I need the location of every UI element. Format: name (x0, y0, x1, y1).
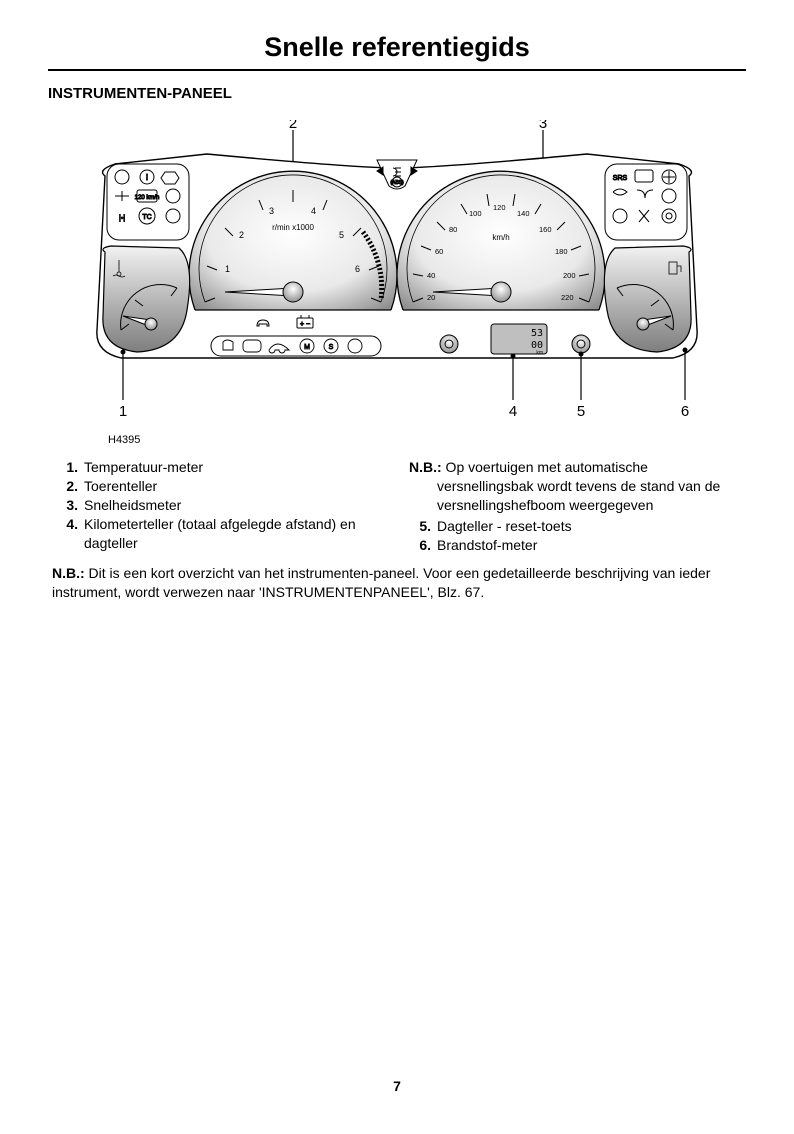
svg-text:40: 40 (427, 271, 435, 280)
svg-text:M: M (304, 344, 310, 351)
svg-text:+ −: + − (300, 321, 310, 328)
callout-1: 1 (119, 403, 127, 420)
section-heading: INSTRUMENTEN-PANEEL (48, 85, 746, 102)
callout-3: 3 (539, 120, 547, 132)
footer-note: N.B.: Dit is een kort overzicht van het … (52, 564, 742, 602)
svg-text:!: ! (146, 173, 148, 182)
svg-text:km/h: km/h (492, 233, 509, 242)
figure-reference: H4395 (108, 434, 746, 446)
svg-text:60: 60 (435, 247, 443, 256)
svg-text:S: S (329, 344, 334, 351)
svg-text:SRS: SRS (613, 175, 628, 182)
temperature-gauge (103, 246, 190, 352)
legend-columns: 1.Temperatuur-meter 2.Toerenteller 3.Sne… (56, 458, 738, 554)
svg-text:6: 6 (355, 264, 360, 274)
svg-text:80: 80 (449, 225, 457, 234)
svg-text:4: 4 (311, 206, 316, 216)
callout-6: 6 (681, 403, 689, 420)
callout-5: 5 (577, 403, 585, 420)
svg-text:r/min x1000: r/min x1000 (272, 223, 314, 232)
svg-text:120 km/h: 120 km/h (135, 195, 160, 201)
svg-text:(ABS): (ABS) (390, 180, 404, 186)
instrument-panel-diagram: 2 3 ! 120 km/h |◦| TC SRS (ABS) (48, 120, 746, 430)
callout-4: 4 (509, 403, 517, 420)
svg-text:53: 53 (531, 328, 543, 339)
svg-text:3: 3 (269, 206, 274, 216)
svg-text:1: 1 (225, 264, 230, 274)
legend-note: N.B.: Op voertuigen met automatische ver… (409, 458, 738, 515)
svg-text:180: 180 (555, 247, 568, 256)
callout-2: 2 (289, 120, 297, 132)
legend-left: 1.Temperatuur-meter 2.Toerenteller 3.Sne… (56, 458, 385, 552)
svg-text:220: 220 (561, 293, 574, 302)
svg-text:2: 2 (239, 230, 244, 240)
fuel-gauge (604, 246, 691, 352)
svg-text:140: 140 (517, 209, 530, 218)
svg-text:120: 120 (493, 203, 506, 212)
svg-text:20: 20 (427, 293, 435, 302)
svg-text:TC: TC (142, 214, 151, 221)
legend-right: 5.Dagteller - reset-toets 6.Brandstof-me… (409, 517, 738, 555)
svg-text:200: 200 (563, 271, 576, 280)
trip-reset-button[interactable] (440, 335, 458, 353)
svg-text:km: km (536, 350, 543, 356)
page-number: 7 (0, 1078, 794, 1094)
svg-text:5: 5 (339, 230, 344, 240)
svg-text:160: 160 (539, 225, 552, 234)
svg-text:100: 100 (469, 209, 482, 218)
page-title: Snelle referentiegids (48, 32, 746, 71)
svg-text:|◦|: |◦| (119, 215, 125, 222)
trip-reset-button-2[interactable] (572, 335, 590, 353)
